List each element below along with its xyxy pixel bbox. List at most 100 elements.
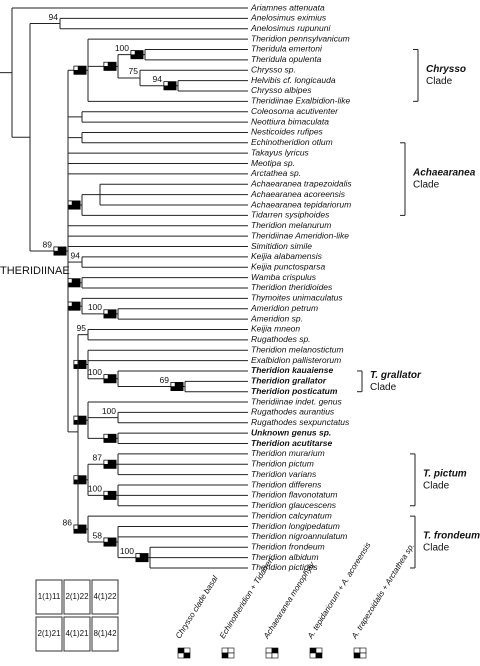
character-icon	[221, 647, 229, 654]
character-icon	[359, 652, 367, 659]
taxon-label: Theridion pictipes	[251, 562, 318, 572]
character-icon	[265, 647, 273, 654]
character-box	[67, 200, 73, 206]
taxon-label: Theridion pictum	[251, 459, 314, 469]
legend-cell-text: 8(1)42	[93, 629, 117, 638]
clade-suffix: Clade	[423, 480, 450, 491]
character-icon	[227, 652, 235, 659]
support-value: 94	[153, 74, 163, 84]
taxon-label: Theridula emertoni	[251, 44, 323, 54]
taxon-label: Theridula opulenta	[251, 54, 322, 64]
character-icon	[265, 652, 273, 659]
taxon-label: Thymoites unimaculatus	[251, 293, 343, 303]
legend-cell	[91, 579, 119, 615]
taxon-label: Tidarren sysiphoides	[251, 210, 330, 220]
character-box	[73, 524, 79, 530]
character-icon	[271, 652, 279, 659]
character-label: Chrysso clade basal	[174, 574, 220, 640]
taxon-label: Theridion pennsylvanicum	[251, 33, 350, 43]
clade-name: Chrysso	[426, 64, 466, 75]
legend-cell-text: 2(1)22	[65, 592, 89, 601]
taxon-label: Theridion posticatum	[251, 386, 338, 396]
taxon-label: Theridion grallator	[251, 376, 327, 386]
legend-cell-text: 4(1)22	[93, 592, 117, 601]
taxon-label: Ameridion sp.	[250, 313, 303, 323]
character-icon	[315, 652, 323, 659]
character-box	[130, 50, 136, 55]
taxon-label: Achaearanea acoreensis	[250, 189, 346, 199]
character-icon	[221, 652, 229, 659]
character-box	[163, 81, 169, 87]
taxon-label: Unknown genus sp.	[251, 427, 331, 437]
clade-name: Achaearanea	[412, 168, 476, 179]
character-icon	[271, 647, 279, 654]
legend-cell-text: 2(1)21	[37, 629, 61, 638]
support-value: 94	[49, 12, 59, 22]
support-value: 94	[71, 250, 81, 260]
taxon-label: Theridion frondeum	[251, 541, 325, 551]
character-box	[67, 301, 73, 307]
support-value: 100	[88, 484, 102, 494]
taxon-label: Takayus lyricus	[251, 147, 310, 157]
taxon-label: Keijia alabamensis	[251, 251, 323, 261]
clade-suffix: Clade	[423, 543, 450, 554]
taxon-label: Theridion acutitarse	[251, 438, 333, 448]
character-box	[53, 246, 59, 252]
support-value: 69	[160, 375, 170, 385]
character-icon	[309, 652, 317, 659]
character-box	[103, 434, 109, 439]
taxon-label: Ameridion petrum	[250, 303, 318, 313]
taxon-label: Nesticoides rufipes	[251, 127, 324, 137]
character-icon	[183, 652, 191, 659]
character-icon	[227, 647, 235, 654]
character-icon	[177, 647, 185, 654]
taxon-label: Ariamnes attenuata	[250, 2, 325, 12]
legend-cell	[63, 616, 91, 652]
taxon-label: Anelosimus rupununi	[250, 23, 331, 33]
character-box	[170, 382, 176, 387]
taxon-label: Theridiinae Exalbidion-like	[251, 96, 350, 106]
taxon-label: Theridion melanostictum	[251, 344, 344, 354]
character-box	[135, 553, 141, 558]
character-icon	[183, 647, 191, 654]
taxon-label: Echinotheridion otlum	[251, 137, 333, 147]
clade-label: THERIDIINAE	[0, 265, 70, 277]
taxon-label: Theridion calcynatum	[251, 510, 332, 520]
taxon-label: Keijia punctosparsa	[251, 262, 325, 272]
character-box	[67, 278, 73, 284]
character-icon	[315, 647, 323, 654]
clade-name: T. grallator	[370, 370, 422, 381]
character-box	[73, 415, 79, 421]
character-box	[103, 537, 109, 543]
taxon-label: Theridion nigroannulatum	[251, 531, 347, 541]
character-box	[103, 460, 109, 465]
support-value: 100	[102, 406, 116, 416]
taxon-label: Helvibis cf. longicauda	[251, 75, 336, 85]
character-box	[103, 62, 109, 67]
clade-suffix: Clade	[413, 180, 440, 191]
clade-name: T. pictum	[423, 468, 467, 479]
legend-cell	[63, 579, 91, 615]
character-box	[73, 360, 79, 365]
support-value: 86	[63, 517, 73, 527]
character-box	[73, 65, 79, 71]
taxon-label: Wamba crispulus	[251, 272, 317, 282]
taxon-label: Theridion albidum	[251, 552, 319, 562]
taxon-label: Theridiinae indet. genus	[251, 396, 342, 406]
taxon-label: Exalbidion pallisterorum	[251, 355, 341, 365]
support-value: 95	[77, 323, 87, 333]
taxon-label: Rugathodes sp.	[251, 334, 311, 344]
taxon-label: Anelosimus eximius	[250, 13, 327, 23]
legend-cell	[35, 579, 63, 615]
clade-name: T. frondeum	[423, 531, 480, 542]
character-icon	[309, 647, 317, 654]
taxon-label: Chrysso sp.	[251, 64, 296, 74]
character-box	[73, 475, 79, 481]
character-icon	[353, 647, 361, 654]
taxon-label: Rugathodes sexpunctatus	[251, 417, 350, 427]
legend-cell-text: 1(1)11	[38, 592, 61, 601]
character-box	[103, 374, 109, 379]
taxon-label: Rugathodes aurantius	[251, 407, 335, 417]
support-value: 75	[129, 66, 139, 76]
